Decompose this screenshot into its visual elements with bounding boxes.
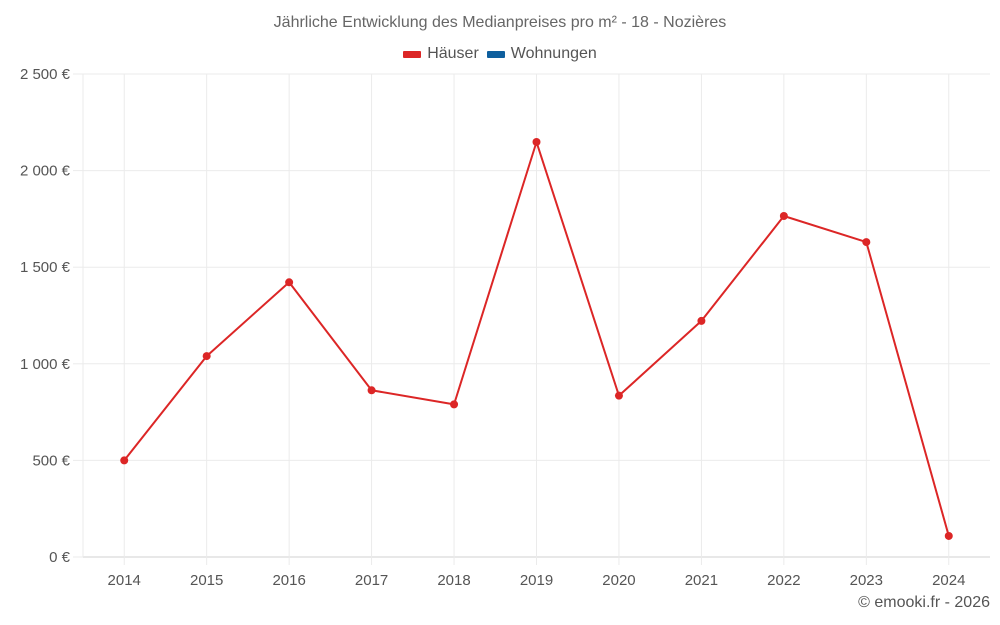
legend-label-haeuser: Häuser [427,45,479,62]
chart-legend: Häuser Wohnungen [0,45,1000,63]
y-tick-label: 0 € [49,549,71,566]
legend-item-haeuser[interactable]: Häuser [403,45,479,63]
y-tick-label: 500 € [32,452,70,469]
data-point[interactable] [532,138,541,147]
x-tick-label: 2015 [190,572,223,589]
x-tick-label: 2023 [850,572,883,589]
x-tick-label: 2024 [932,572,965,589]
legend-label-wohnungen: Wohnungen [510,45,597,62]
x-axis: 2014 2015 2016 2017 2018 2019 2020 2021 2022 2023… [108,572,966,589]
x-tick-label: 2017 [355,572,388,589]
data-point[interactable] [285,278,294,287]
x-tick-label: 2021 [685,572,718,589]
data-point[interactable] [697,316,706,325]
y-tick-label: 1 500 € [20,259,71,276]
x-tick-label: 2014 [108,572,141,589]
data-point[interactable] [202,352,211,361]
data-point[interactable] [944,531,953,540]
copyright-credit: © emooki.fr - 2026 [858,594,990,611]
y-axis: 0 € 500 € 1 000 € 1 500 € 2 000 € 2 500 € [20,66,71,566]
data-point[interactable] [779,212,788,221]
chart-title: Jährliche Entwicklung des Medianpreises … [273,14,727,31]
y-tick-label: 1 000 € [20,356,71,373]
data-point[interactable] [862,238,871,247]
grid-lines [73,73,990,565]
series-haeuser [120,138,953,540]
x-tick-label: 2018 [437,572,470,589]
x-tick-label: 2016 [272,572,305,589]
legend-swatch-haeuser [403,50,422,58]
data-point[interactable] [450,400,459,409]
data-point[interactable] [614,391,623,400]
y-tick-label: 2 000 € [20,163,71,180]
x-tick-label: 2019 [520,572,553,589]
x-tick-label: 2022 [767,572,800,589]
legend-swatch-wohnungen [486,50,505,58]
y-tick-label: 2 500 € [20,66,71,83]
legend-item-wohnungen[interactable]: Wohnungen [486,45,597,63]
data-point[interactable] [367,386,376,395]
x-tick-label: 2020 [602,572,635,589]
data-point[interactable] [120,456,129,465]
